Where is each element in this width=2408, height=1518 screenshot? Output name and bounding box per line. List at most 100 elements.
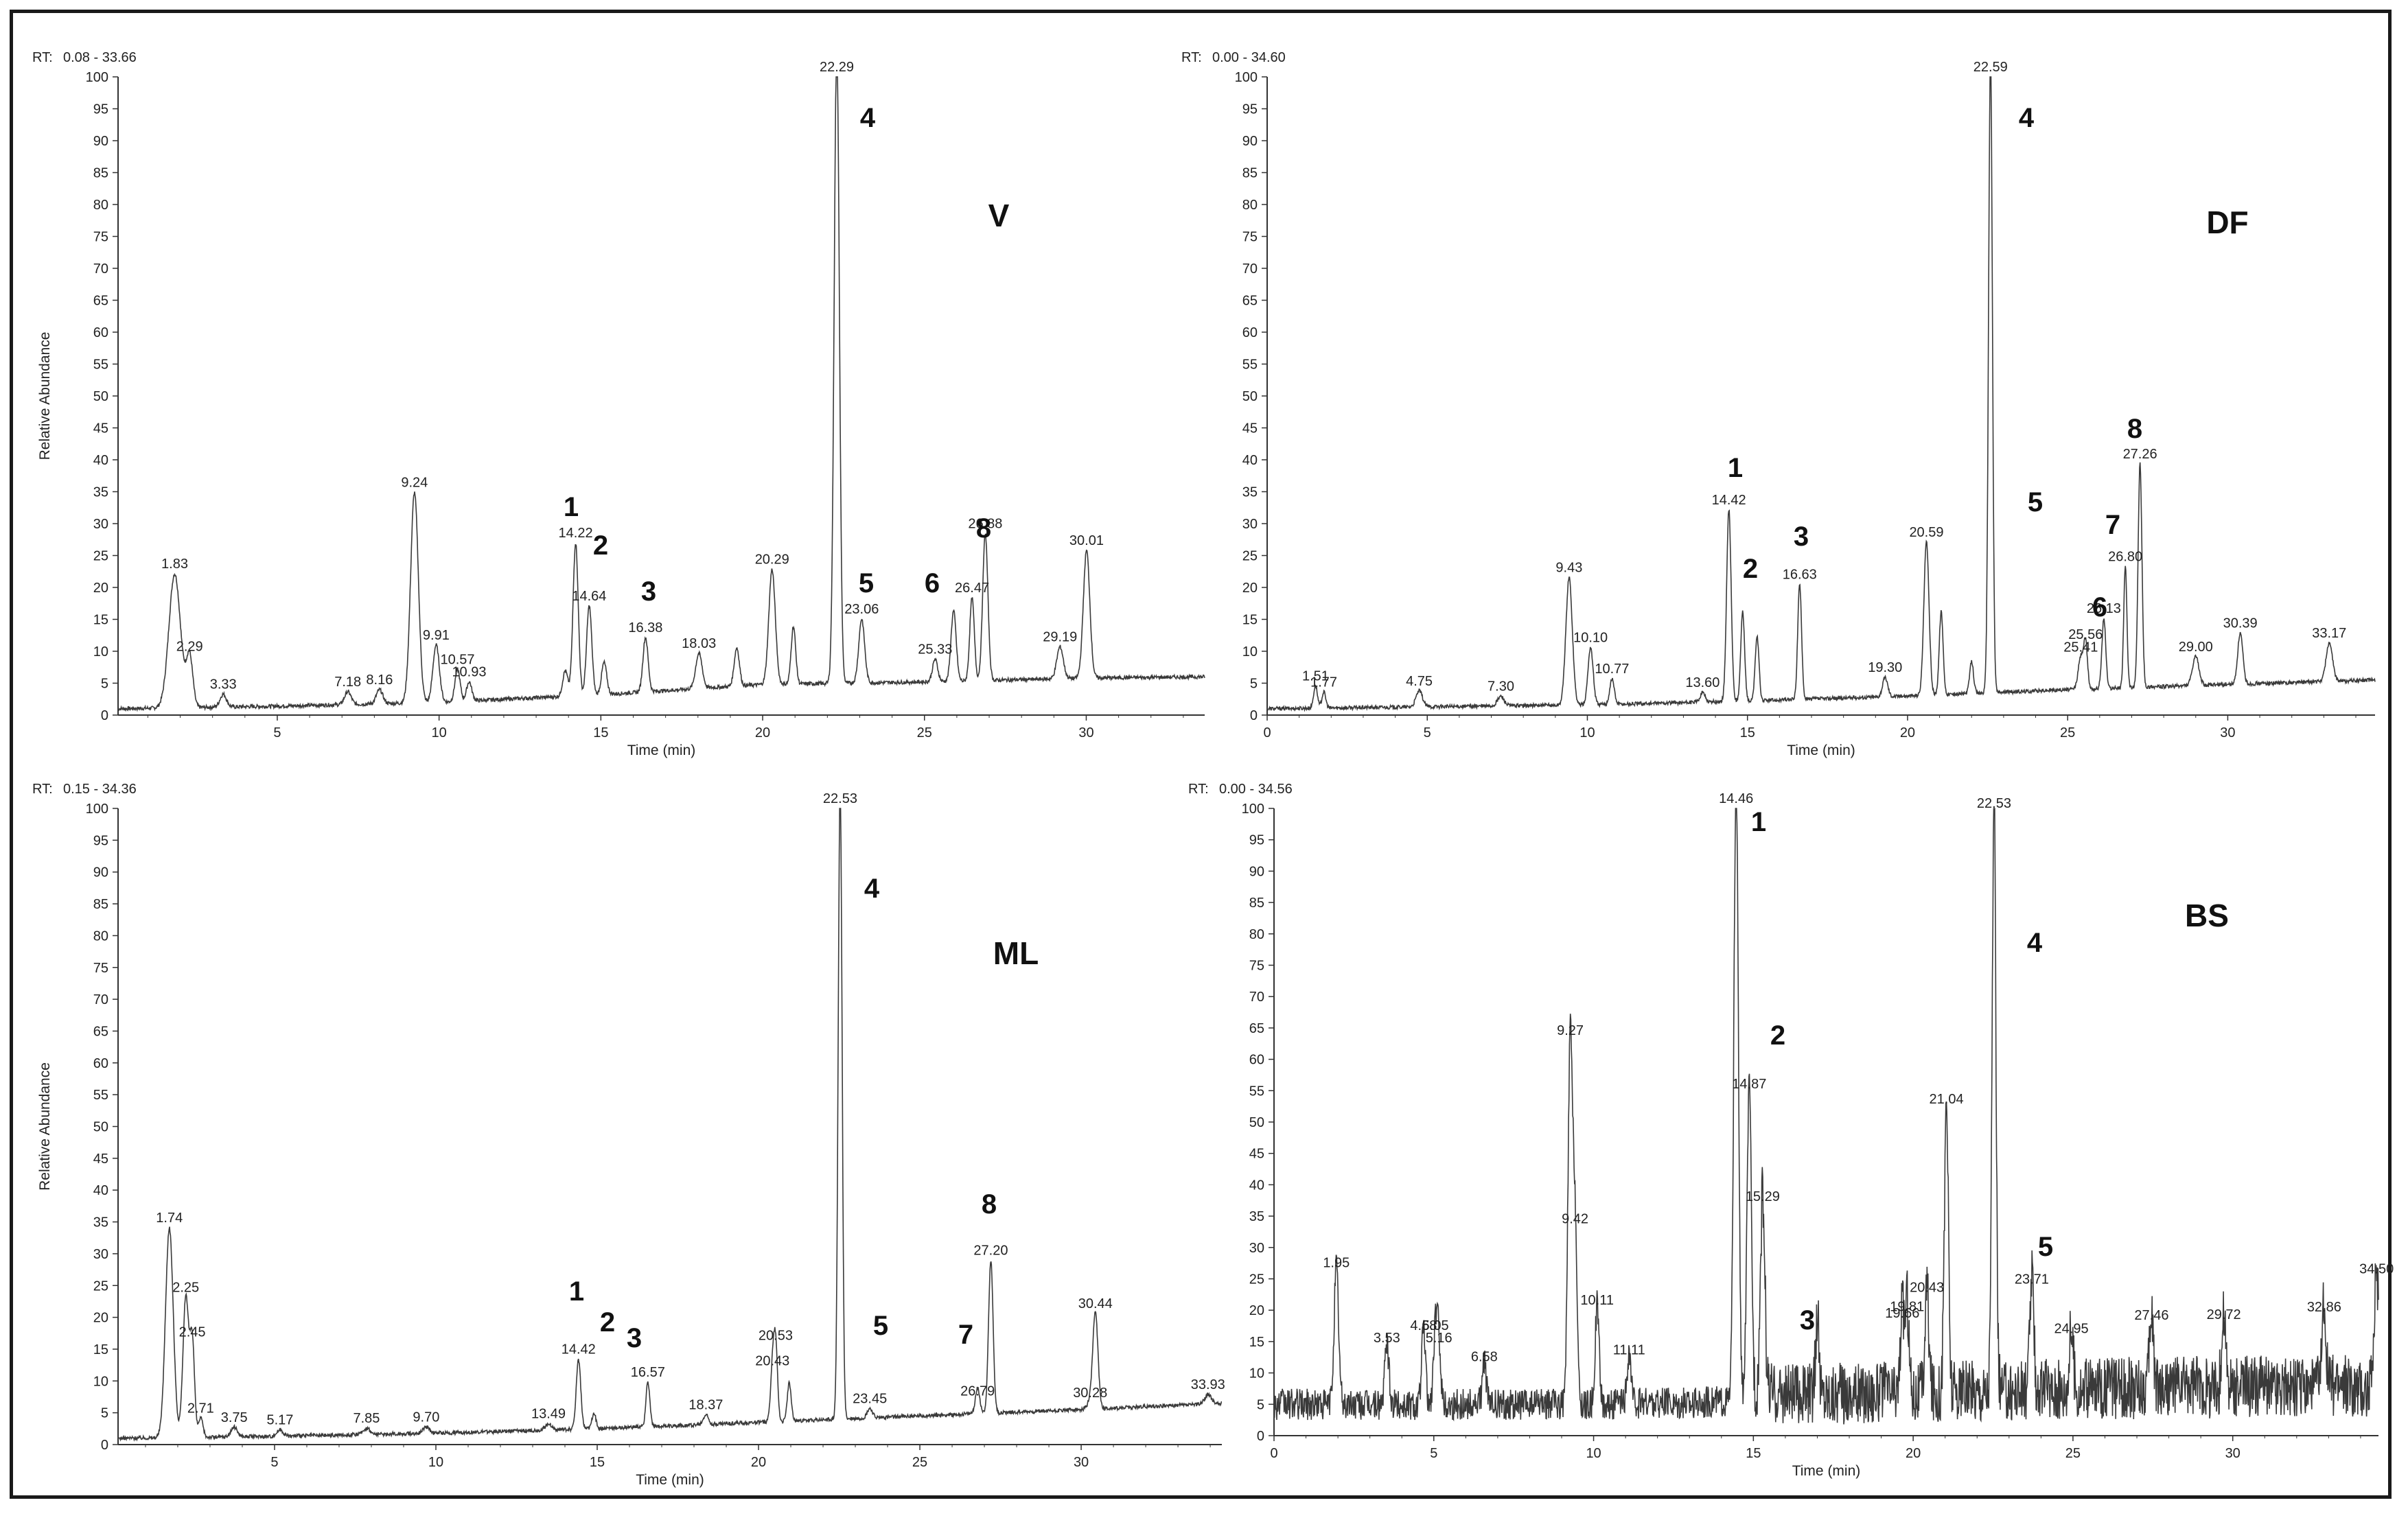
x-tick-label: 30 xyxy=(2220,725,2235,740)
peak-rt-label: 19.81 xyxy=(1890,1300,1924,1315)
y-tick-label: 65 xyxy=(93,1024,108,1039)
compound-number-label: 2 xyxy=(593,530,608,561)
peak-rt-label: 25.56 xyxy=(2068,627,2103,642)
peak-rt-label: 2.45 xyxy=(179,1324,206,1340)
peak-rt-label: 1.51 xyxy=(1302,668,1329,684)
compound-number-label: 8 xyxy=(982,1189,997,1219)
peak-rt-label: 14.22 xyxy=(559,526,593,541)
compound-number-label: 4 xyxy=(860,103,876,133)
compound-number-label: 1 xyxy=(569,1276,584,1307)
y-tick-label: 75 xyxy=(1242,230,1258,245)
x-tick-label: 25 xyxy=(2060,725,2075,740)
x-tick-label: 20 xyxy=(1900,725,1915,740)
peak-rt-label: 33.93 xyxy=(1191,1377,1225,1392)
y-tick-label: 80 xyxy=(1249,927,1264,942)
rt-range: 0.08 - 33.66 xyxy=(63,50,137,65)
peak-rt-label: 10.77 xyxy=(1595,662,1629,677)
x-tick-label: 20 xyxy=(1906,1446,1921,1461)
peak-rt-label: 6.58 xyxy=(1471,1349,1498,1364)
x-tick-label: 5 xyxy=(270,1455,278,1470)
compound-number-label: 3 xyxy=(1800,1305,1815,1335)
y-tick-label: 100 xyxy=(1235,70,1258,85)
peak-rt-label: 25.33 xyxy=(918,642,952,657)
y-tick-label: 55 xyxy=(1242,358,1258,373)
peak-rt-label: 13.60 xyxy=(1685,675,1720,690)
compound-number-label: 3 xyxy=(1794,522,1809,552)
y-tick-label: 70 xyxy=(93,261,108,277)
y-tick-label: 40 xyxy=(93,453,108,468)
peak-rt-label: 9.70 xyxy=(413,1410,439,1425)
peak-rt-label: 26.79 xyxy=(960,1383,995,1399)
y-tick-label: 85 xyxy=(93,897,108,912)
y-tick-label: 45 xyxy=(1249,1147,1264,1162)
rt-label: RT: xyxy=(32,50,53,65)
y-tick-label: 90 xyxy=(1249,864,1264,879)
y-tick-label: 100 xyxy=(1242,802,1264,817)
y-tick-label: 45 xyxy=(1242,421,1258,436)
peak-rt-label: 22.53 xyxy=(823,791,857,806)
peak-rt-label: 7.18 xyxy=(334,675,361,690)
peak-rt-label: 27.26 xyxy=(2123,447,2157,462)
peak-rt-label: 27.20 xyxy=(973,1243,1008,1259)
y-tick-label: 20 xyxy=(93,1311,108,1326)
peak-rt-label: 21.04 xyxy=(1930,1092,1964,1107)
y-tick-label: 55 xyxy=(93,1088,108,1103)
figure-frame xyxy=(10,10,2392,1499)
peak-rt-label: 9.91 xyxy=(423,628,450,643)
y-tick-label: 100 xyxy=(86,70,108,85)
peak-rt-label: 29.00 xyxy=(2179,640,2213,655)
peak-rt-label: 1.95 xyxy=(1323,1255,1350,1270)
x-tick-label: 15 xyxy=(1740,725,1755,740)
chromatogram-trace xyxy=(1266,76,2376,712)
x-tick-label: 0 xyxy=(1263,725,1271,740)
peak-rt-label: 26.80 xyxy=(2108,549,2142,564)
y-tick-label: 100 xyxy=(86,802,108,817)
compound-number-label: 5 xyxy=(873,1311,888,1341)
y-tick-label: 10 xyxy=(1242,644,1258,659)
y-tick-label: 20 xyxy=(1242,581,1258,596)
sample-label: DF xyxy=(2206,205,2248,240)
y-tick-label: 50 xyxy=(1249,1115,1264,1130)
y-tick-label: 65 xyxy=(93,294,108,309)
peak-rt-label: 32.86 xyxy=(2307,1300,2341,1315)
peak-rt-label: 2.25 xyxy=(172,1281,199,1296)
y-tick-label: 15 xyxy=(1249,1335,1264,1350)
peak-rt-label: 3.53 xyxy=(1374,1331,1400,1346)
peak-rt-label: 23.45 xyxy=(853,1391,887,1406)
compound-number-label: 5 xyxy=(2028,487,2043,517)
peak-rt-label: 19.66 xyxy=(1885,1306,1919,1321)
peak-rt-label: 22.59 xyxy=(1973,60,2008,75)
y-tick-label: 35 xyxy=(93,1215,108,1230)
y-tick-label: 30 xyxy=(1242,517,1258,532)
peak-rt-label: 19.30 xyxy=(1868,660,1902,675)
peak-rt-label: 26.88 xyxy=(968,517,1002,532)
peak-rt-label: 10.57 xyxy=(440,653,474,668)
rt-label: RT: xyxy=(32,782,53,797)
x-tick-label: 10 xyxy=(432,725,447,740)
peak-rt-label: 20.59 xyxy=(1909,525,1943,540)
y-tick-label: 75 xyxy=(93,961,108,976)
peak-rt-label: 14.64 xyxy=(572,589,606,604)
y-tick-label: 95 xyxy=(93,833,108,848)
panel-df: RT: 0.00 - 34.600510152025303540455055606… xyxy=(1181,50,2376,758)
x-tick-label: 25 xyxy=(2065,1446,2081,1461)
peak-rt-label: 2.29 xyxy=(176,640,203,655)
peak-rt-label: 22.53 xyxy=(1977,796,2011,811)
panel-v: RT: 0.08 - 33.660510152025303540455055606… xyxy=(32,50,1205,758)
peak-rt-label: 30.39 xyxy=(2223,616,2258,631)
x-axis-title: Time (min) xyxy=(627,743,696,758)
peak-rt-label: 26.13 xyxy=(2087,601,2121,616)
y-tick-label: 80 xyxy=(1242,198,1258,213)
sample-label: BS xyxy=(2185,898,2229,933)
y-tick-label: 5 xyxy=(101,677,108,692)
x-tick-label: 15 xyxy=(1746,1446,1761,1461)
y-tick-label: 30 xyxy=(93,1247,108,1262)
sample-label: ML xyxy=(993,935,1039,971)
y-tick-label: 95 xyxy=(93,102,108,117)
compound-number-label: 5 xyxy=(859,568,874,598)
y-tick-label: 0 xyxy=(1250,708,1258,723)
panel-bs: RT: 0.00 - 34.560510152025303540455055606… xyxy=(1188,782,2394,1479)
compound-number-label: 4 xyxy=(2027,928,2043,958)
peak-rt-label: 20.43 xyxy=(1910,1281,1944,1296)
y-tick-label: 55 xyxy=(93,358,108,373)
